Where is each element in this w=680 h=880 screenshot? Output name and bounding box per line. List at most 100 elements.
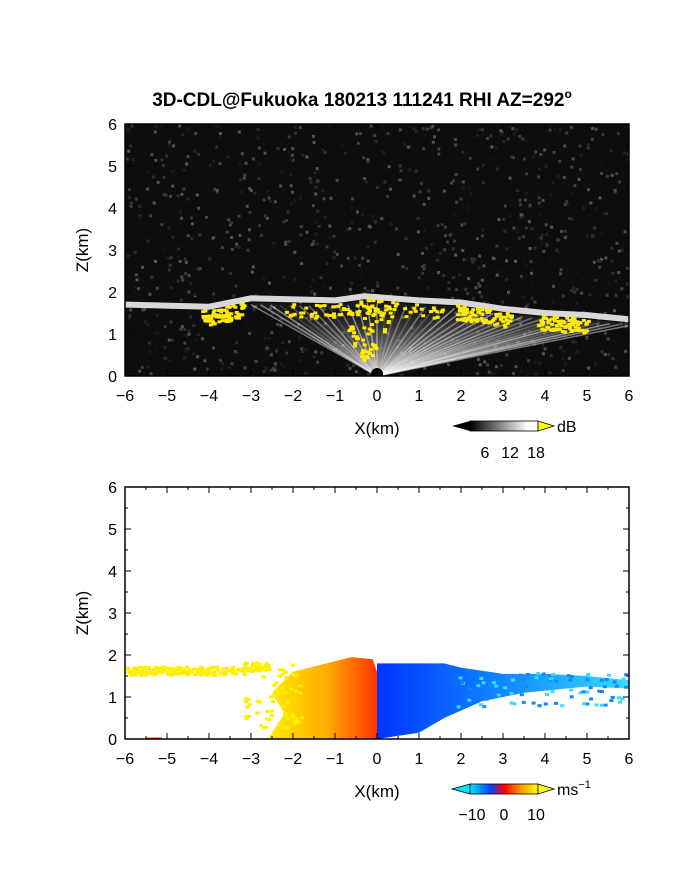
noise-pixel	[495, 167, 499, 171]
noise-pixel	[537, 201, 541, 205]
velocity-pixel	[543, 702, 548, 706]
noise-pixel	[510, 155, 514, 159]
x-tick-label: 1	[415, 388, 424, 405]
strong-echo-pixel	[227, 312, 232, 316]
noise-pixel	[329, 286, 332, 290]
velocity-pixel	[460, 681, 465, 685]
noise-pixel	[561, 369, 565, 372]
strong-echo-pixel	[506, 314, 511, 318]
noise-pixel	[570, 165, 574, 169]
velocity-pixel	[554, 679, 559, 683]
noise-pixel	[382, 151, 386, 155]
noise-pixel	[227, 218, 231, 222]
velocity-pixel	[170, 667, 175, 671]
noise-pixel	[233, 350, 237, 353]
noise-pixel	[196, 355, 200, 359]
velocity-pixel	[175, 672, 180, 676]
noise-pixel	[172, 144, 175, 148]
velocity-pixel	[153, 669, 157, 673]
noise-pixel	[502, 349, 506, 353]
noise-pixel	[133, 250, 137, 254]
noise-pixel	[437, 271, 440, 275]
velocity-pixel	[600, 690, 604, 694]
noise-pixel	[264, 337, 267, 340]
noise-pixel	[387, 165, 391, 169]
noise-pixel	[405, 267, 409, 271]
noise-pixel	[169, 256, 173, 260]
reflectivity-rays	[250, 302, 629, 376]
strong-echo-pixel	[237, 316, 242, 320]
noise-pixel	[455, 288, 459, 292]
noise-pixel	[403, 142, 407, 146]
noise-pixel	[167, 143, 171, 147]
velocity-pixel	[267, 718, 272, 722]
noise-pixel	[455, 200, 459, 204]
x-tick-label: 0	[373, 388, 382, 405]
velocity-pixel	[266, 663, 271, 667]
noise-pixel	[131, 158, 135, 162]
noise-pixel	[467, 277, 471, 281]
strong-echo-pixel	[480, 319, 485, 323]
velocity-pixel	[278, 668, 282, 672]
noise-pixel	[348, 227, 352, 231]
noise-pixel	[594, 278, 598, 282]
noise-pixel	[568, 216, 572, 220]
noise-pixel	[371, 289, 374, 293]
ray	[376, 323, 620, 376]
colorbar-tick: 18	[527, 445, 545, 462]
noise-pixel	[586, 146, 590, 150]
noise-pixel	[262, 370, 266, 373]
strong-echo-pixel	[370, 354, 375, 357]
noise-pixel	[287, 135, 291, 139]
velocity-pixel	[183, 672, 188, 676]
noise-pixel	[559, 272, 563, 276]
noise-pixel	[573, 184, 577, 188]
noise-pixel	[374, 220, 378, 224]
noise-pixel	[477, 266, 481, 270]
noise-pixel	[312, 355, 316, 359]
noise-pixel	[186, 347, 190, 351]
noise-pixel	[171, 169, 175, 173]
noise-pixel	[518, 203, 522, 206]
noise-pixel	[482, 264, 486, 268]
velocity-pixel	[167, 668, 172, 672]
noise-pixel	[179, 327, 183, 331]
noise-pixel	[351, 364, 355, 368]
noise-pixel	[605, 174, 609, 178]
velocity-pixel	[149, 671, 154, 674]
strong-echo-pixel	[368, 348, 373, 351]
noise-pixel	[169, 286, 173, 290]
velocity-pixel	[458, 676, 463, 680]
noise-pixel	[258, 224, 262, 228]
noise-pixel	[567, 356, 571, 360]
velocity-pixel	[525, 673, 530, 676]
ray	[318, 305, 378, 376]
x-tick-label: −2	[284, 388, 302, 405]
strong-echo-pixel	[492, 317, 497, 321]
strong-echo-pixel	[239, 302, 244, 306]
noise-pixel	[464, 287, 468, 291]
noise-pixel	[168, 138, 172, 142]
noise-pixel	[178, 260, 182, 263]
strong-echo-pixel	[227, 305, 232, 309]
noise-pixel	[448, 233, 452, 237]
noise-pixel	[431, 140, 435, 144]
strong-echo-pixel	[463, 317, 468, 321]
x-tick-label: 6	[625, 751, 634, 768]
velocity-pixel	[274, 681, 279, 685]
velocity-pixel	[620, 697, 625, 701]
noise-pixel	[436, 258, 440, 262]
noise-pixel	[508, 214, 512, 218]
velocity-pixel	[230, 667, 234, 671]
noise-pixel	[311, 204, 315, 208]
noise-pixel	[190, 237, 194, 240]
noise-pixel	[395, 227, 398, 231]
strong-echo-pixel	[203, 309, 208, 313]
noise-pixel	[147, 341, 151, 345]
noise-pixel	[529, 227, 533, 231]
noise-pixel	[600, 232, 604, 236]
reflectivity-xlabel: X(km)	[354, 419, 399, 438]
ray	[337, 305, 378, 376]
noise-pixel	[366, 245, 370, 249]
